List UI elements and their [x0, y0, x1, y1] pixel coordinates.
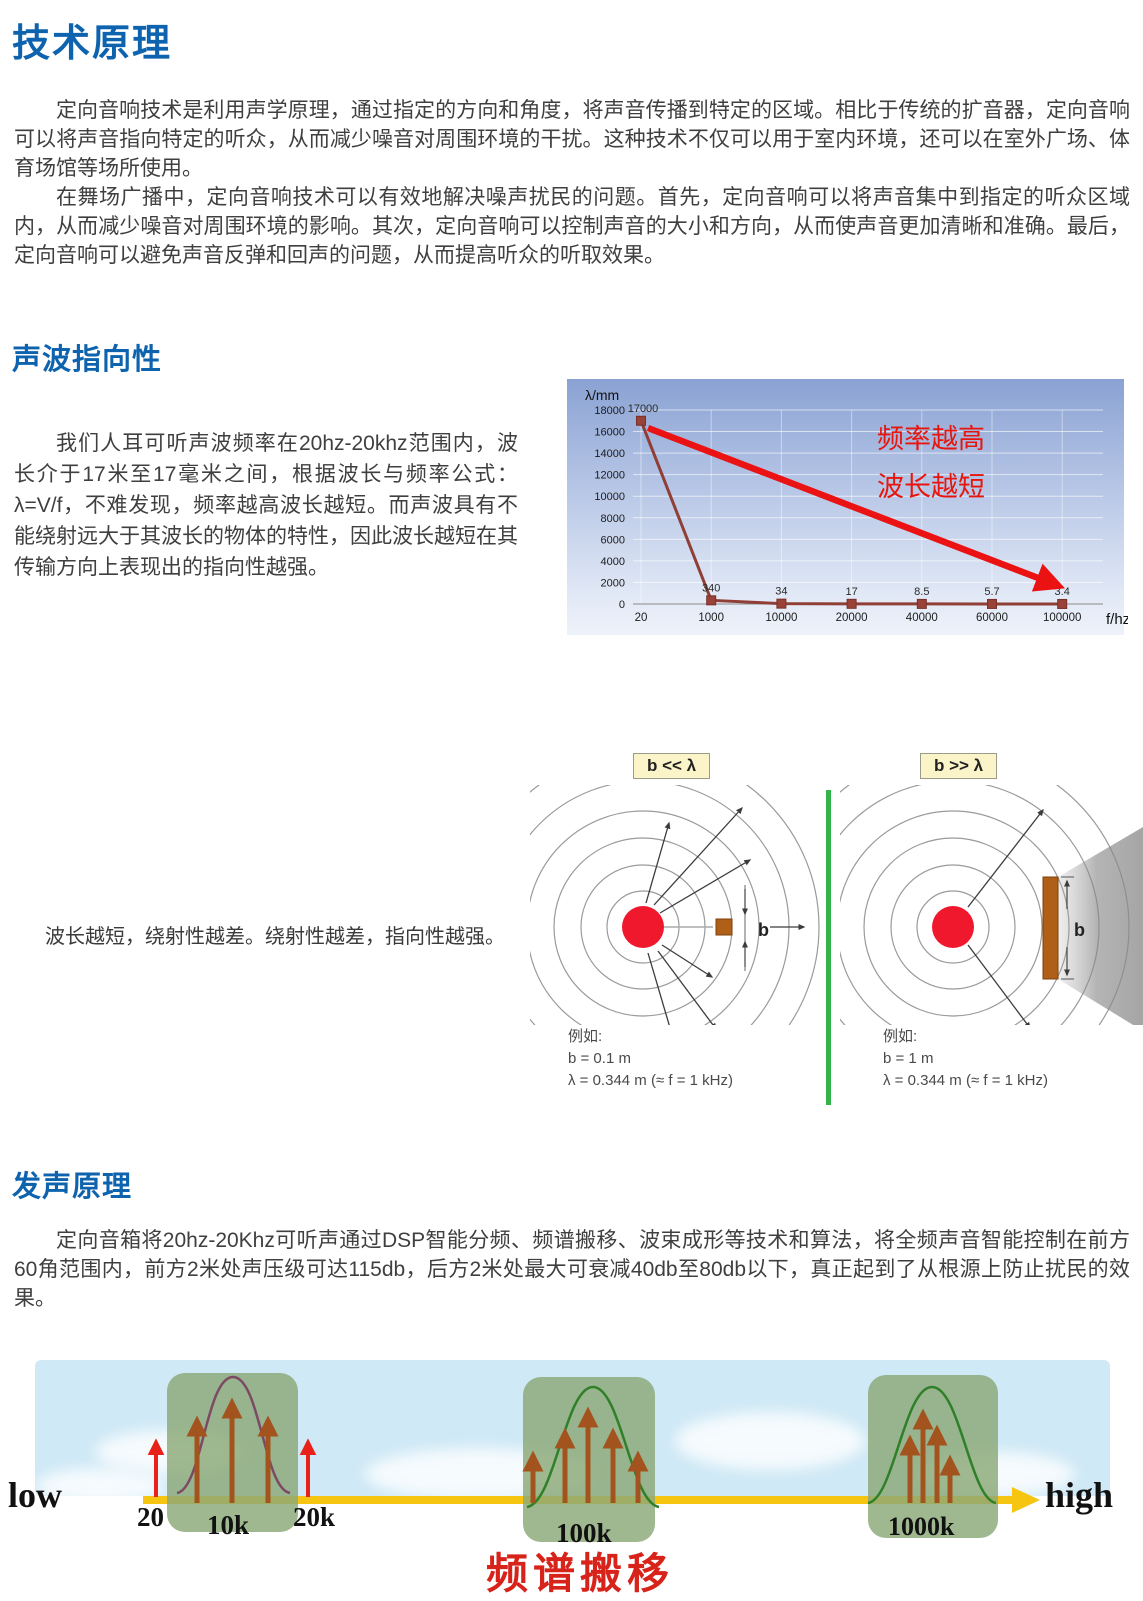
- page-title: 技术原理: [12, 23, 173, 65]
- diffraction-diagram-left: b: [530, 785, 820, 1025]
- sound-section-body: 定向音箱将20hz-20Khz可听声通过DSP智能分频、频谱搬移、波束成形等技术…: [14, 1229, 1130, 1310]
- example-title: 例如:: [883, 1028, 918, 1045]
- spectrum-arrows-brown: [522, 1406, 649, 1503]
- trend-arrow: [646, 424, 1066, 592]
- section-title-wave-directivity: 声波指向性: [12, 344, 163, 376]
- obstacle-bar: [1042, 876, 1059, 980]
- x-axis-title: f/hz: [1106, 611, 1128, 628]
- y-tick-label: 12000: [594, 470, 625, 482]
- y-tick-label: 18000: [594, 405, 625, 417]
- y-tick-label: 10000: [594, 491, 625, 503]
- tick-label-20: 20: [137, 1502, 164, 1532]
- point-value-label: 340: [702, 582, 720, 594]
- chart-point-marker: [706, 595, 717, 606]
- diffraction-diagram-right: b: [840, 785, 1143, 1025]
- cloud-shape: [675, 1412, 865, 1470]
- diffraction-ray-arrows: [645, 806, 806, 1025]
- example-lambda-value: λ = 0.344 m (≈ f = 1 kHz): [568, 1072, 733, 1089]
- point-value-label: 17: [845, 586, 857, 598]
- dimension-end-ticks: [1061, 876, 1074, 980]
- point-value-label: 34: [775, 586, 787, 598]
- chart-point-marker: [1057, 598, 1068, 609]
- tick-label-1000k: 1000k: [888, 1512, 955, 1541]
- panel-label-b-much-less-lambda: b << λ: [633, 753, 711, 779]
- chart-annotation-line1: 频率越高: [877, 424, 985, 454]
- spectrum-shift-figure: low 20 10k 20k 100k 1000k high 频谱搬移: [0, 1330, 1143, 1600]
- diffraction-ray-arrows: [967, 808, 1044, 1025]
- spectrum-arrows-brown: [186, 1397, 279, 1503]
- x-tick-label: 100000: [1043, 612, 1081, 624]
- diffraction-caption: 波长越短，绕射性越差。绕射性越差，指向性越强。: [45, 926, 505, 948]
- example-b-value: b = 0.1 m: [568, 1050, 631, 1067]
- diffraction-panel-large-obstacle: b >> λ: [840, 745, 1143, 1113]
- wavelength-frequency-chart: 0 2000 4000 6000 8000 10000 12000 14000 16000 180…: [563, 376, 1130, 638]
- example-text-left: 例如: b = 0.1 m λ = 0.344 m (≈ f = 1 kHz): [568, 1026, 733, 1092]
- example-text-right: 例如: b = 1 m λ = 0.344 m (≈ f = 1 kHz): [883, 1026, 1048, 1092]
- band-edge-arrows-red: [147, 1438, 317, 1497]
- x-tick-label: 40000: [906, 612, 938, 624]
- intro-paragraphs: 定向音响技术是利用声学原理，通过指定的方向和角度，将声音传播到特定的区域。相比于…: [14, 96, 1130, 270]
- x-tick-label: 10000: [765, 612, 797, 624]
- panel-label-b-much-greater-lambda: b >> λ: [920, 753, 998, 779]
- example-lambda-value: λ = 0.344 m (≈ f = 1 kHz): [883, 1072, 1048, 1089]
- obstacle-square: [715, 918, 733, 936]
- y-axis-title: λ/mm: [585, 387, 619, 403]
- y-tick-label: 0: [619, 599, 625, 611]
- example-title: 例如:: [568, 1028, 603, 1045]
- axis-label-high: high: [1045, 1475, 1114, 1515]
- chart-canvas: 0 2000 4000 6000 8000 10000 12000 14000 16000 180…: [567, 379, 1130, 635]
- y-tick-label: 16000: [594, 427, 625, 439]
- chart-point-marker: [916, 598, 927, 609]
- y-tick-label: 6000: [601, 534, 625, 546]
- frequency-axis-arrowhead: [1012, 1487, 1040, 1513]
- y-tick-label: 2000: [601, 577, 625, 589]
- chart-point-marker: [776, 598, 787, 609]
- shadow-wedge: [1058, 827, 1143, 1025]
- sound-source-dot: [932, 906, 974, 948]
- shifted-band-1000k-diagram: [867, 1385, 997, 1505]
- intro-paragraph-1: 定向音响技术是利用声学原理，通过指定的方向和角度，将声音传播到特定的区域。相比于…: [14, 99, 1130, 180]
- y-tick-label: 4000: [601, 556, 625, 568]
- audible-band-diagram: [147, 1375, 317, 1503]
- chart-annotation-line2: 波长越短: [877, 472, 985, 502]
- chart-point-marker: [846, 598, 857, 609]
- spectrum-shift-caption: 频谱搬移: [486, 1550, 675, 1597]
- point-value-label: 5.7: [984, 586, 999, 598]
- wave-section-body: 我们人耳可听声波频率在20hz-20khz范围内，波长介于17米至17毫米之间，…: [14, 432, 518, 579]
- x-tick-label: 20000: [836, 612, 868, 624]
- tick-label-100k: 100k: [556, 1518, 612, 1548]
- x-tick-label: 20: [635, 612, 648, 624]
- b-dimension-label: b: [1074, 920, 1085, 940]
- shifted-band-100k-diagram: [522, 1385, 660, 1509]
- bell-curve-1000k: [867, 1385, 997, 1505]
- y-tick-label: 14000: [594, 448, 625, 460]
- chart-point-marker: [636, 415, 646, 426]
- intro-paragraph-2: 在舞场广播中，定向音响技术可以有效地解决噪声扰民的问题。首先，定向音响可以将声音…: [14, 186, 1130, 267]
- spectrum-box-1000k: [868, 1375, 998, 1538]
- section-title-sound-principle: 发声原理: [12, 1171, 133, 1203]
- spectrum-arrows-brown: [899, 1408, 961, 1503]
- sound-source-dot: [622, 906, 664, 948]
- point-value-label: 17000: [628, 403, 659, 415]
- figure-divider-line: [826, 790, 831, 1105]
- y-tick-label: 8000: [601, 513, 625, 525]
- x-tick-label: 60000: [976, 612, 1008, 624]
- tick-label-20k: 20k: [293, 1502, 336, 1532]
- chart-point-marker: [987, 598, 997, 609]
- diffraction-panel-small-obstacle: b << λ: [530, 745, 830, 1113]
- diffraction-figure: b << λ: [0, 745, 1143, 1115]
- b-dimension-label: b: [758, 920, 769, 940]
- point-value-label: 8.5: [914, 586, 929, 598]
- example-b-value: b = 1 m: [883, 1050, 934, 1067]
- x-tick-label: 1000: [698, 612, 724, 624]
- tick-label-10k: 10k: [207, 1510, 250, 1540]
- axis-label-low: low: [8, 1475, 62, 1515]
